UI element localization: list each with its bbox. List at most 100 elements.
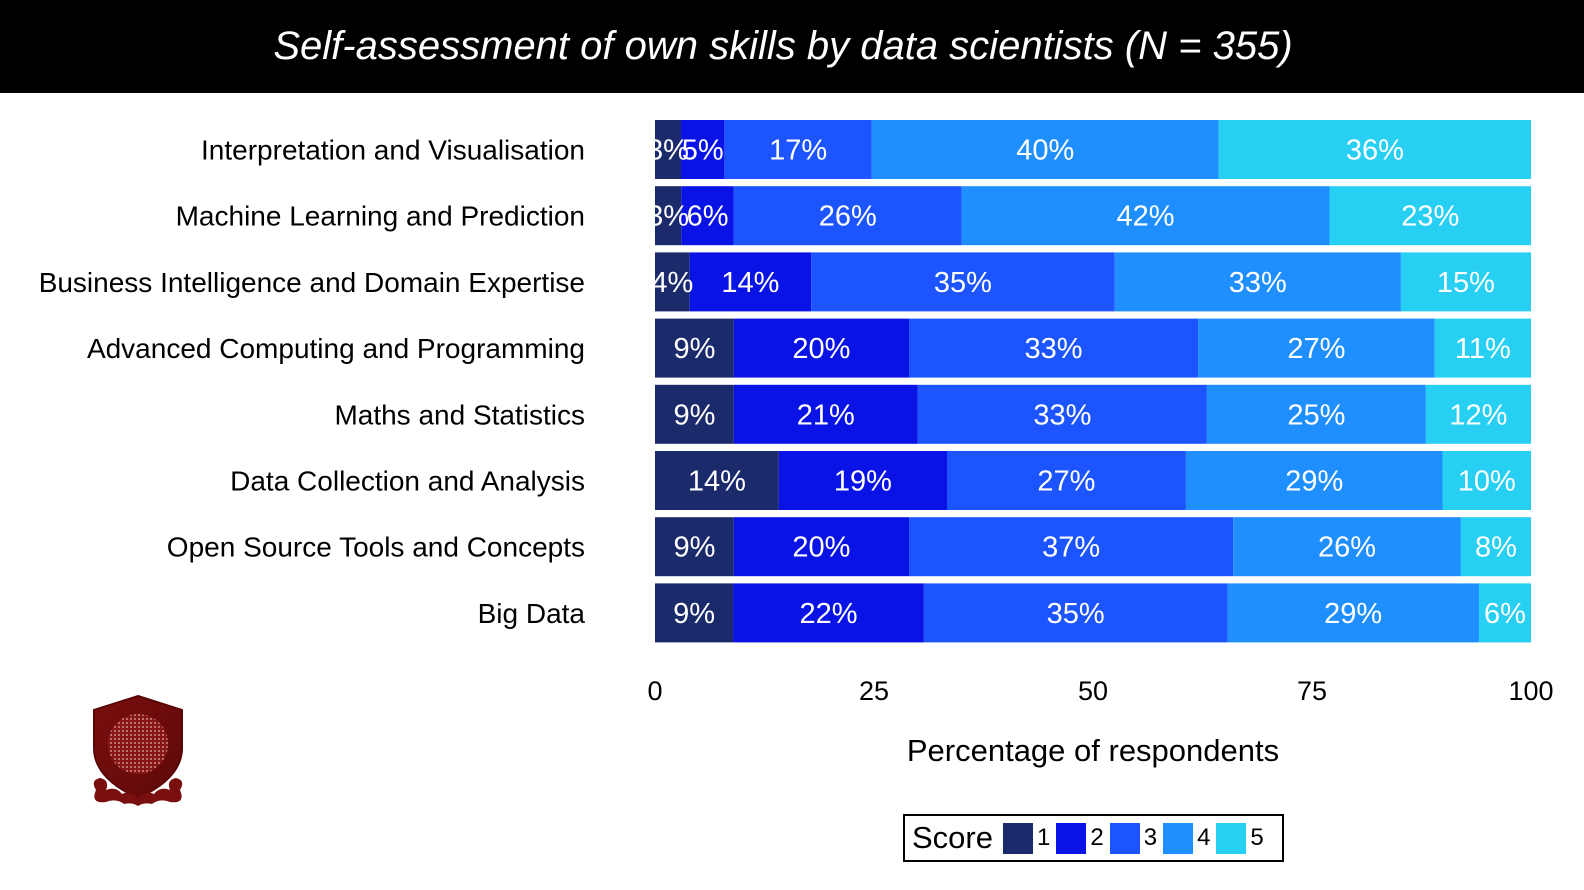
data-label: 27% (1037, 466, 1095, 498)
bar-segment (923, 583, 1228, 643)
bar-segment (681, 120, 725, 179)
category-label: Advanced Computing and Programming (87, 333, 585, 364)
category-label: Open Source Tools and Concepts (167, 532, 585, 563)
category-label: Data Collection and Analysis (230, 466, 585, 497)
bar-segment (655, 517, 734, 577)
data-label: 35% (934, 267, 992, 299)
data-label: 35% (1047, 598, 1105, 630)
bar-segment (681, 186, 734, 246)
bar-segment (961, 186, 1330, 246)
bar-segment (1185, 451, 1443, 510)
legend-item: 3 (1109, 822, 1159, 854)
legend-label: 4 (1197, 824, 1211, 851)
bar-segment (1400, 252, 1531, 312)
data-label: 17% (769, 135, 827, 167)
legend-swatch (1163, 822, 1194, 854)
legend-swatch (1109, 822, 1140, 854)
data-label: 21% (797, 399, 855, 431)
data-label: 26% (1318, 532, 1376, 564)
data-label: 14% (721, 267, 779, 299)
category-label: Maths and Statistics (334, 399, 585, 430)
data-label: 23% (1401, 201, 1459, 233)
bar-segment (947, 451, 1186, 510)
data-label: 9% (673, 333, 715, 365)
crest-shield-icon (93, 694, 183, 806)
bar-segment (1478, 583, 1531, 643)
data-label: 5% (682, 135, 724, 167)
data-label: 40% (1016, 135, 1074, 167)
bar-segment (1442, 451, 1531, 510)
legend-item: 4 (1163, 822, 1212, 854)
legend-item: 2 (1056, 822, 1105, 854)
x-tick-label: 0 (647, 676, 662, 706)
data-label: 3% (647, 135, 689, 167)
bar-segment (733, 517, 910, 577)
data-label: 6% (687, 201, 729, 233)
data-label: 33% (1033, 399, 1091, 431)
title-bar (0, 0, 1584, 93)
bar-segment (724, 120, 872, 179)
legend-swatch (1216, 822, 1247, 854)
data-label: 36% (1346, 135, 1404, 167)
category-label: Business Intelligence and Domain Experti… (39, 267, 585, 298)
data-label: 9% (673, 598, 715, 630)
chart-legend: Score 1 2 3 4 5 (903, 814, 1284, 862)
bar-segment (917, 384, 1207, 444)
data-label: 27% (1287, 333, 1345, 365)
data-label: 6% (1484, 598, 1526, 630)
bar-segment (909, 517, 1234, 577)
data-label: 8% (1475, 532, 1517, 564)
legend-label: 2 (1090, 824, 1104, 851)
x-axis-title: Percentage of respondents (907, 733, 1279, 768)
data-label: 26% (819, 201, 877, 233)
legend-item: 5 (1216, 822, 1265, 854)
bar-segment (733, 384, 918, 444)
bar-segment (1233, 517, 1461, 577)
legend-item: 1 (1002, 822, 1052, 854)
bar-segment (655, 186, 682, 246)
x-tick-label: 100 (1508, 676, 1553, 706)
bar-segment (1434, 318, 1531, 378)
legend-title: Score (912, 820, 993, 855)
data-label: 11% (1455, 333, 1511, 365)
bar-segment (1329, 186, 1531, 246)
bar-segment (1198, 318, 1435, 378)
bar-segment (655, 252, 690, 312)
data-label: 29% (1285, 466, 1343, 498)
bar-segment (655, 120, 682, 179)
data-label: 12% (1449, 399, 1507, 431)
data-label: 4% (651, 267, 693, 299)
bar-segment (871, 120, 1219, 179)
bar-segment (655, 318, 734, 378)
data-label: 9% (673, 399, 715, 431)
bar-segment (1227, 583, 1479, 643)
bar-segment (1206, 384, 1426, 444)
bar-segment (811, 252, 1115, 312)
data-label: 42% (1117, 201, 1175, 233)
category-label: Machine Learning and Prediction (176, 201, 585, 232)
legend-label: 5 (1250, 824, 1264, 851)
data-label: 14% (688, 466, 746, 498)
data-label: 15% (1437, 267, 1495, 299)
legend-label: 1 (1036, 824, 1051, 851)
data-label: 25% (1287, 399, 1345, 431)
data-label: 20% (792, 532, 850, 564)
stacked-bar-chart: Interpretation and Visualisation 3%5% 17% 4… (39, 120, 1554, 768)
data-label: 3% (647, 201, 689, 233)
bar-segment (655, 451, 779, 510)
bar-segment (733, 318, 910, 378)
x-tick-label: 25 (859, 676, 889, 706)
bar-segment (655, 384, 734, 444)
x-tick-label: 75 (1297, 676, 1327, 706)
data-label: 9% (673, 532, 715, 564)
bar-segment (655, 583, 734, 643)
chart-title: Self-assessment of own skills by data sc… (273, 24, 1293, 68)
bar-segment (1425, 384, 1531, 444)
data-label: 33% (1025, 333, 1083, 365)
bar-segment (1114, 252, 1401, 312)
legend-label: 3 (1143, 824, 1158, 851)
x-tick-label: 50 (1078, 676, 1108, 706)
data-label: 10% (1458, 466, 1516, 498)
data-label: 29% (1324, 598, 1382, 630)
bar-segment (909, 318, 1199, 378)
